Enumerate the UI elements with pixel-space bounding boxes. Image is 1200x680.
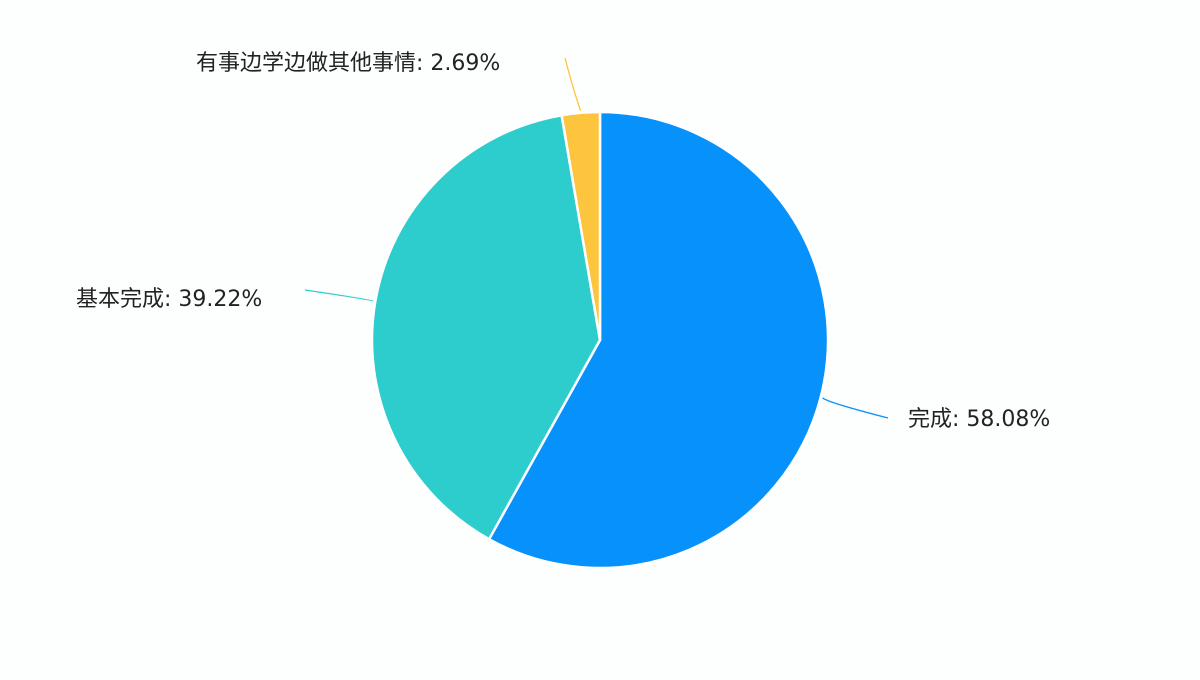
slice-basically-complete [370, 114, 602, 541]
slice-label-complete: 完成: 58.08% [908, 407, 1050, 432]
slice-other-things [560, 110, 602, 342]
leader-line-complete [822, 397, 889, 419]
slice-label-basically-complete: 基本完成: 39.22% [76, 287, 262, 312]
leader-lines [304, 57, 889, 419]
pie-slices [370, 110, 830, 570]
slice-labels: 完成: 58.08% 基本完成: 39.22% 有事边学边做其他事情: 2.69… [76, 51, 1050, 432]
slice-complete [487, 110, 830, 570]
leader-line-other-things [564, 57, 582, 112]
leader-line-basically-complete [304, 289, 374, 302]
slice-label-other-things: 有事边学边做其他事情: 2.69% [196, 51, 500, 76]
